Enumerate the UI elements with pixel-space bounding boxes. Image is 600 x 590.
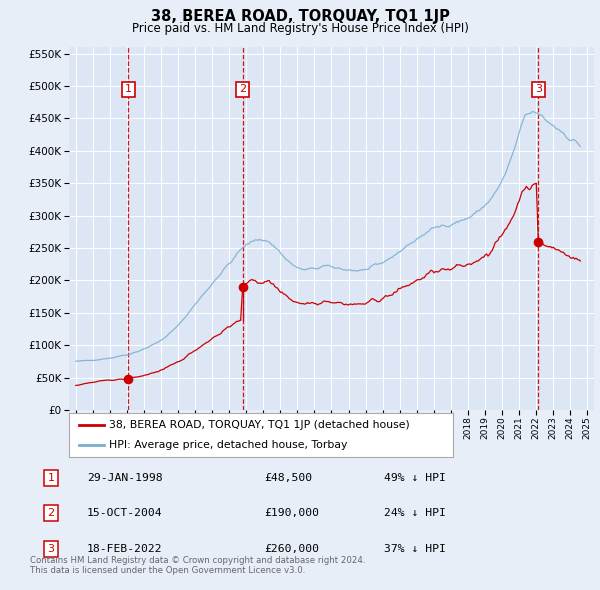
Text: HPI: Average price, detached house, Torbay: HPI: Average price, detached house, Torb…	[109, 440, 347, 450]
Text: 38, BEREA ROAD, TORQUAY, TQ1 1JP: 38, BEREA ROAD, TORQUAY, TQ1 1JP	[151, 9, 449, 24]
Text: £260,000: £260,000	[264, 544, 319, 553]
Text: £48,500: £48,500	[264, 473, 312, 483]
Text: £190,000: £190,000	[264, 509, 319, 518]
Text: 37% ↓ HPI: 37% ↓ HPI	[384, 544, 446, 553]
Text: Contains HM Land Registry data © Crown copyright and database right 2024.
This d: Contains HM Land Registry data © Crown c…	[30, 556, 365, 575]
Text: 38, BEREA ROAD, TORQUAY, TQ1 1JP (detached house): 38, BEREA ROAD, TORQUAY, TQ1 1JP (detach…	[109, 420, 410, 430]
Text: 29-JAN-1998: 29-JAN-1998	[87, 473, 163, 483]
Text: 3: 3	[47, 544, 55, 553]
Text: Price paid vs. HM Land Registry's House Price Index (HPI): Price paid vs. HM Land Registry's House …	[131, 22, 469, 35]
Text: 49% ↓ HPI: 49% ↓ HPI	[384, 473, 446, 483]
Text: 3: 3	[535, 84, 542, 94]
Text: 2: 2	[47, 509, 55, 518]
Text: 1: 1	[47, 473, 55, 483]
Text: 24% ↓ HPI: 24% ↓ HPI	[384, 509, 446, 518]
Text: 15-OCT-2004: 15-OCT-2004	[87, 509, 163, 518]
Text: 2: 2	[239, 84, 246, 94]
Text: 1: 1	[125, 84, 132, 94]
Text: 18-FEB-2022: 18-FEB-2022	[87, 544, 163, 553]
